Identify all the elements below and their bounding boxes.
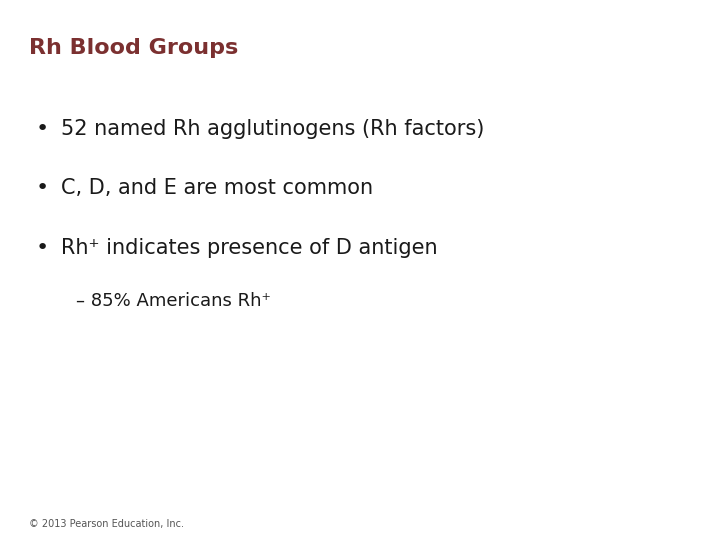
Text: Rh Blood Groups: Rh Blood Groups xyxy=(29,38,238,58)
Text: 52 named Rh agglutinogens (Rh factors): 52 named Rh agglutinogens (Rh factors) xyxy=(61,119,485,139)
Text: •: • xyxy=(36,238,49,258)
Text: – 85% Americans Rh⁺: – 85% Americans Rh⁺ xyxy=(76,292,271,309)
Text: © 2013 Pearson Education, Inc.: © 2013 Pearson Education, Inc. xyxy=(29,519,184,529)
Text: •: • xyxy=(36,119,49,139)
Text: •: • xyxy=(36,178,49,198)
Text: C, D, and E are most common: C, D, and E are most common xyxy=(61,178,374,198)
Text: Rh⁺ indicates presence of D antigen: Rh⁺ indicates presence of D antigen xyxy=(61,238,438,258)
